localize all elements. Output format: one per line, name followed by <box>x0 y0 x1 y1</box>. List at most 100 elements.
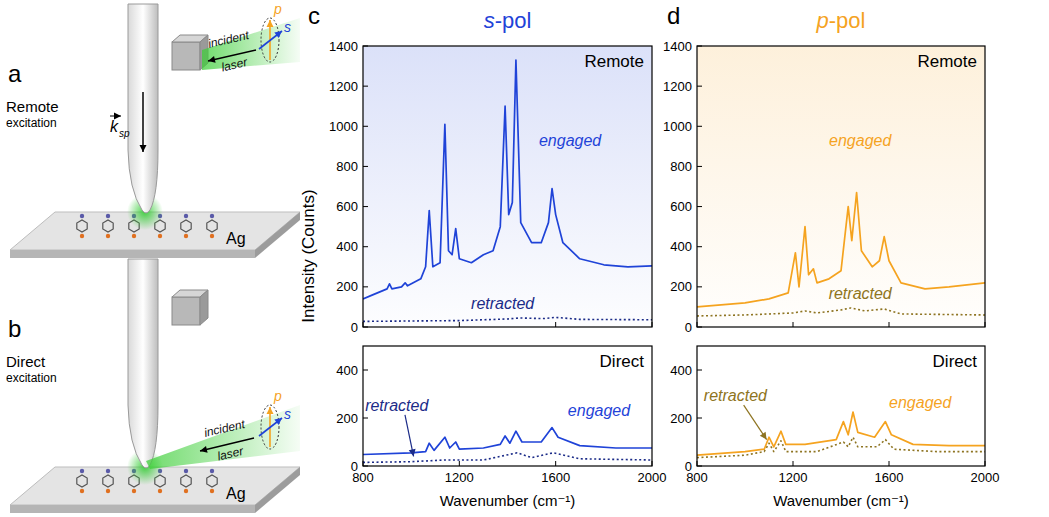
arrow-head <box>409 449 416 457</box>
spectrum-line <box>363 317 652 321</box>
y-tick <box>697 86 702 87</box>
y-tick <box>697 126 702 127</box>
atom <box>184 234 188 238</box>
heading-part: -pol <box>495 8 532 33</box>
vector-sub: sp <box>119 128 130 139</box>
y-tick <box>363 286 368 287</box>
pol-p-label: p <box>273 1 282 17</box>
x-tick-label: 1600 <box>875 470 904 485</box>
y-tick-label: 200 <box>336 279 358 294</box>
vector-accent <box>110 113 121 120</box>
heading-part: s <box>484 8 495 33</box>
tip <box>128 4 158 213</box>
y-tick <box>697 370 702 371</box>
series-label: retracted <box>365 397 429 414</box>
setup-panel: psincidentlaserkspaRemoteexcitationAg <box>6 1 300 258</box>
x-tick-label: 1200 <box>445 470 474 485</box>
substrate-front <box>10 250 255 258</box>
spectrum-line <box>697 193 985 307</box>
laser-beam <box>202 18 300 70</box>
substrate-side <box>255 467 300 513</box>
spectrum-line <box>363 453 652 463</box>
arrow-head <box>267 20 274 27</box>
plot-title: Remote <box>917 52 977 71</box>
y-tick-label: 400 <box>670 363 692 378</box>
x-tick <box>889 461 890 466</box>
y-tick <box>363 86 368 87</box>
spectrum-line <box>697 412 985 455</box>
panel-label: Remote <box>6 98 59 115</box>
atom <box>210 214 214 218</box>
series-label: engaged <box>889 394 952 411</box>
y-tick <box>697 286 702 287</box>
atom <box>210 489 214 493</box>
y-tick-label: 400 <box>670 239 692 254</box>
y-tick-label: 400 <box>336 239 358 254</box>
y-tick-label: 1000 <box>663 119 692 134</box>
molecule <box>207 475 217 487</box>
y-tick-label: 200 <box>336 411 358 426</box>
y-tick-label: 1200 <box>329 79 358 94</box>
y-tick-label: 800 <box>336 159 358 174</box>
cube <box>172 297 200 325</box>
atom <box>80 489 84 493</box>
atom <box>184 214 188 218</box>
series-label: retracted <box>704 387 768 404</box>
atom <box>132 234 136 238</box>
x-tick <box>555 322 556 327</box>
series-group <box>697 193 985 316</box>
series-group <box>363 428 652 463</box>
s-arrow <box>259 31 282 49</box>
vector-label: k <box>110 118 119 135</box>
x-tick-label: 1600 <box>541 470 570 485</box>
label-arrow <box>744 405 767 439</box>
plot: 0200400800120016002000engagedretractedDi… <box>336 346 666 509</box>
atom <box>80 214 84 218</box>
atom <box>106 214 110 218</box>
panel-sublabel: excitation <box>6 116 57 130</box>
series-label: engaged <box>829 132 892 149</box>
series-group <box>697 412 985 458</box>
x-tick-label: 800 <box>686 470 708 485</box>
arrow-head <box>200 446 208 453</box>
panel-letter: c <box>308 2 320 29</box>
atom <box>106 234 110 238</box>
plot-frame <box>697 346 985 466</box>
cube <box>172 42 200 70</box>
heading-part: -pol <box>829 8 866 33</box>
y-tick-label: 200 <box>670 411 692 426</box>
arrow-shaft <box>744 405 767 439</box>
arrow-head <box>114 113 121 120</box>
y-axis-title: Intensity (Counts) <box>299 189 318 322</box>
y-tick-label: 400 <box>336 363 358 378</box>
atom <box>184 469 188 473</box>
plot-title: Direct <box>933 352 978 371</box>
arrow-head <box>267 407 274 414</box>
panel-heading: p-pol <box>816 8 866 33</box>
panel-label: Direct <box>6 353 46 370</box>
substrate-label: Ag <box>226 485 246 502</box>
atom <box>80 469 84 473</box>
plot-background <box>697 46 985 327</box>
x-tick-label: 2000 <box>638 470 667 485</box>
tip <box>128 259 158 468</box>
plot-frame <box>363 46 652 327</box>
x-tick <box>889 322 890 327</box>
arrow-head <box>274 31 282 38</box>
x-tick-label: 800 <box>352 470 374 485</box>
s-arrow <box>259 418 282 436</box>
y-tick-label: 800 <box>670 159 692 174</box>
y-tick-label: 200 <box>670 279 692 294</box>
atom <box>210 469 214 473</box>
y-tick <box>363 126 368 127</box>
molecule <box>103 220 113 232</box>
x-tick-label: 2000 <box>971 470 1000 485</box>
series-label: engaged <box>539 132 602 149</box>
y-tick-label: 0 <box>685 320 692 335</box>
x-tick <box>459 322 460 327</box>
y-tick-label: 1400 <box>663 39 692 54</box>
y-tick-label: 0 <box>351 320 358 335</box>
plot-background <box>363 46 652 327</box>
pol-s-label: s <box>284 406 291 422</box>
x-tick <box>793 461 794 466</box>
